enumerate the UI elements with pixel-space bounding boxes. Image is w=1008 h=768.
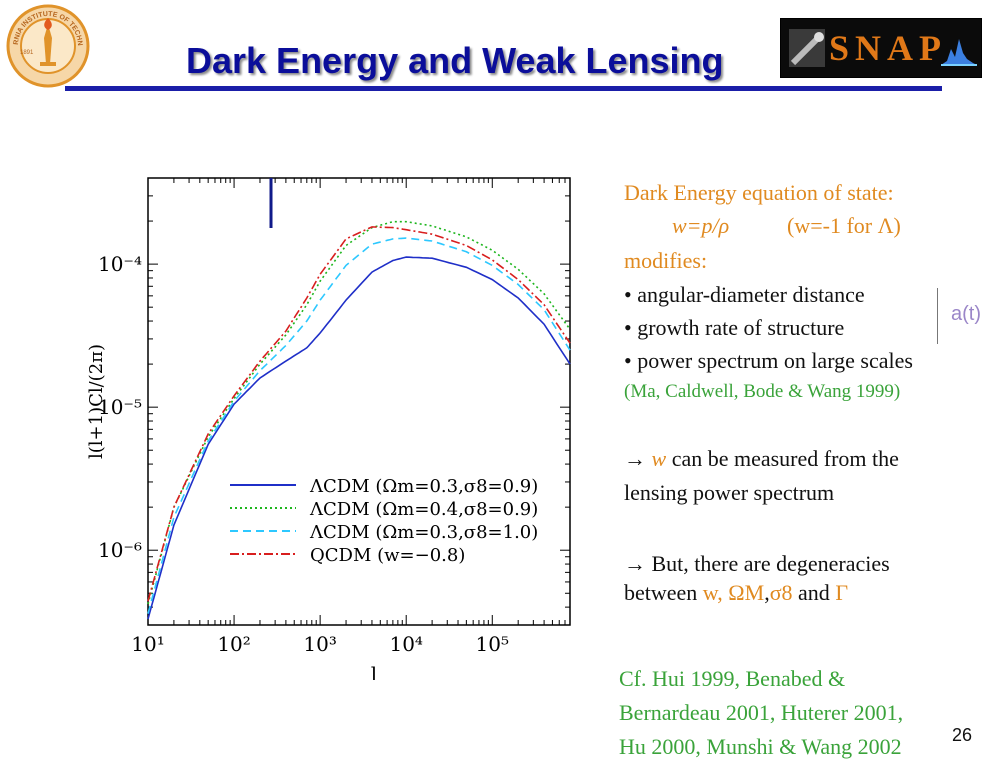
series-line-2	[147, 220, 571, 605]
series-line-3	[147, 237, 571, 614]
scale-factor-label: a(t)	[951, 303, 981, 325]
degeneracy-between: between	[624, 580, 698, 605]
page-number: 26	[952, 725, 973, 745]
y-tick-label: 10⁻⁵	[98, 395, 142, 419]
eos-lambda-note: (w=-1 for Λ)	[787, 213, 901, 238]
degeneracy-sigma8: σ8	[769, 580, 793, 605]
w-symbol: w	[651, 446, 667, 471]
bullet-growth-rate: • growth rate of structure	[624, 315, 845, 340]
degeneracy-omega-m: ΩM	[728, 580, 765, 605]
x-tick-label: 10³	[303, 632, 336, 656]
x-axis-label: l	[371, 662, 377, 680]
seal-year: 1891	[20, 50, 34, 56]
series-line-1	[147, 256, 571, 620]
legend-label-2: ΛCDM (Ωm=0.4,σ8=0.9)	[309, 499, 538, 520]
cf-line-1: Cf. Hui 1999, Benabed &	[619, 666, 846, 691]
y-axis-label: l(l+1)Cl/(2π)	[86, 344, 107, 459]
legend-label-4: QCDM (w=−0.8)	[310, 545, 465, 566]
legend-label-1: ΛCDM (Ωm=0.3,σ8=0.9)	[309, 476, 538, 497]
snap-logo-text: SNAP	[829, 28, 948, 68]
citation-ma-1999: (Ma, Caldwell, Bode & Wang 1999)	[624, 381, 901, 402]
y-tick-label: 10⁻⁴	[98, 252, 142, 276]
title-underline	[65, 86, 942, 91]
bullet-angular-distance: • angular-diameter distance	[624, 282, 865, 307]
x-tick-label: 10²	[217, 632, 250, 656]
y-tick-label: 10⁻⁶	[98, 538, 142, 562]
bracket-divider	[937, 288, 938, 344]
plot-frame	[147, 177, 571, 626]
spectrum-icon	[941, 39, 977, 66]
degeneracy-and: and	[798, 580, 830, 605]
modifies-label: modifies:	[624, 248, 708, 273]
lensing-power-spectrum-chart: 10¹ 10² 10³ 10⁴ 10⁵ 10⁻⁶ 10⁻⁵ 10⁻⁴ l l(l+1)Cl/(2π…	[86, 177, 571, 680]
series-line-4	[147, 226, 571, 602]
degeneracy-sep: ,	[764, 580, 770, 605]
snap-logo: SNAP	[780, 18, 982, 78]
dark-energy-eos-heading: Dark Energy equation of state:	[624, 180, 894, 205]
slide-title: Dark Energy and Weak Lensing	[186, 40, 724, 81]
degeneracy-statement: → But, there are degeneracies	[624, 551, 890, 576]
arrow-icon: →	[624, 446, 646, 471]
telescope-icon	[789, 29, 825, 67]
degeneracy-gamma: Γ	[835, 580, 849, 605]
eos-equation: w=p/ρ	[672, 213, 730, 238]
caltech-seal-logo: CALIFORNIA INSTITUTE OF TECHNOLOGY1891	[6, 4, 90, 88]
bullet-power-spectrum: • power spectrum on large scales	[624, 348, 913, 373]
legend-label-3: ΛCDM (Ωm=0.3,σ8=1.0)	[309, 522, 538, 543]
x-tick-label: 10¹	[131, 632, 164, 656]
cf-line-2: Bernardeau 2001, Huterer 2001,	[619, 700, 904, 725]
measurement-statement: can be measured from the	[671, 446, 899, 471]
x-tick-label: 10⁵	[476, 632, 509, 656]
cf-line-3: Hu 2000, Munshi & Wang 2002	[619, 734, 902, 759]
x-tick-label: 10⁴	[389, 632, 422, 656]
measurement-statement-line2: lensing power spectrum	[624, 480, 835, 505]
degeneracy-w: w,	[702, 580, 723, 605]
